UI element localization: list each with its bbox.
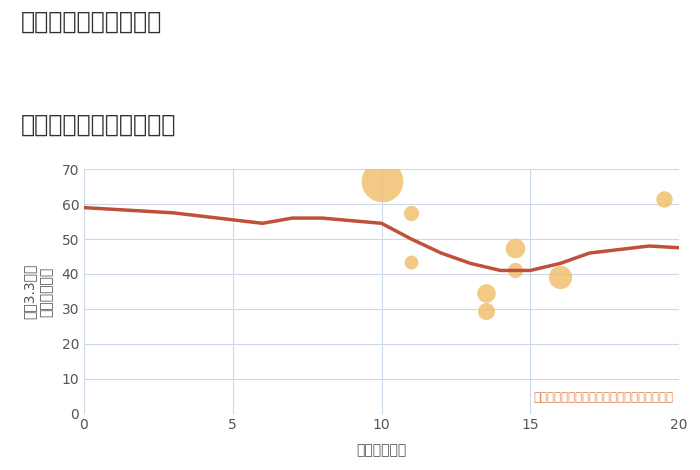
Point: [376, 178, 387, 185]
Point: [480, 290, 491, 297]
Point: [510, 244, 521, 251]
X-axis label: 駅距離（分）: 駅距離（分）: [356, 444, 407, 458]
Point: [510, 266, 521, 274]
Point: [659, 195, 670, 203]
Text: 円の大きさは、取引のあった物件面積を示す: 円の大きさは、取引のあった物件面積を示す: [533, 391, 673, 404]
Point: [406, 258, 417, 266]
Point: [554, 274, 566, 281]
Point: [406, 209, 417, 217]
Text: 三重県鈴鹿市小田町の: 三重県鈴鹿市小田町の: [21, 9, 162, 33]
Y-axis label: 坪（3.3㎡）
単価（万円）: 坪（3.3㎡） 単価（万円）: [23, 264, 53, 319]
Text: 駅距離別中古戸建て価格: 駅距離別中古戸建て価格: [21, 113, 176, 137]
Point: [480, 307, 491, 314]
